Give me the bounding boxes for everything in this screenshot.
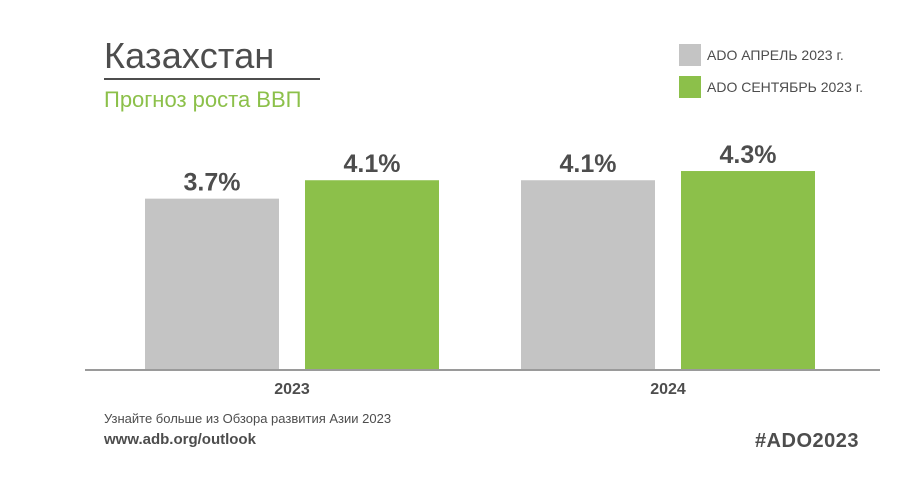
- footer-note: Узнайте больше из Обзора развития Азии 2…: [104, 411, 392, 426]
- legend-item-september: ADO СЕНТЯБРЬ 2023 г.: [679, 76, 863, 98]
- data-label-2023-series-2: 4.1%: [344, 150, 401, 178]
- hashtag: #ADO2023: [754, 430, 859, 452]
- legend-swatch-april: [679, 44, 701, 66]
- title-divider: [104, 78, 320, 80]
- bar-2024-series-2: [681, 171, 815, 369]
- legend-label-september: ADO СЕНТЯБРЬ 2023 г.: [707, 79, 864, 95]
- data-label-2023-series-1: 3.7%: [184, 169, 241, 197]
- legend-swatch-september: [679, 76, 701, 98]
- bar-2024-series-1: [521, 180, 655, 369]
- bar-2023-series-2: [305, 180, 439, 369]
- footer-url-link[interactable]: www.adb.org/outlook: [104, 431, 256, 448]
- x-tick-label-2023: 2023: [274, 381, 310, 398]
- legend: ADO АПРЕЛЬ 2023 г. ADO СЕНТЯБРЬ 2023 г.: [679, 44, 863, 108]
- chart-subtitle: Прогноз роста ВВП: [104, 87, 302, 112]
- bar-2023-series-1: [145, 198, 279, 369]
- data-label-2024-series-1: 4.1%: [560, 150, 617, 178]
- legend-item-april: ADO АПРЕЛЬ 2023 г.: [679, 44, 863, 66]
- data-label-2024-series-2: 4.3%: [720, 141, 777, 169]
- legend-label-april: ADO АПРЕЛЬ 2023 г.: [707, 47, 844, 63]
- x-tick-label-2024: 2024: [650, 381, 686, 398]
- page-title: Казахстан: [104, 35, 275, 76]
